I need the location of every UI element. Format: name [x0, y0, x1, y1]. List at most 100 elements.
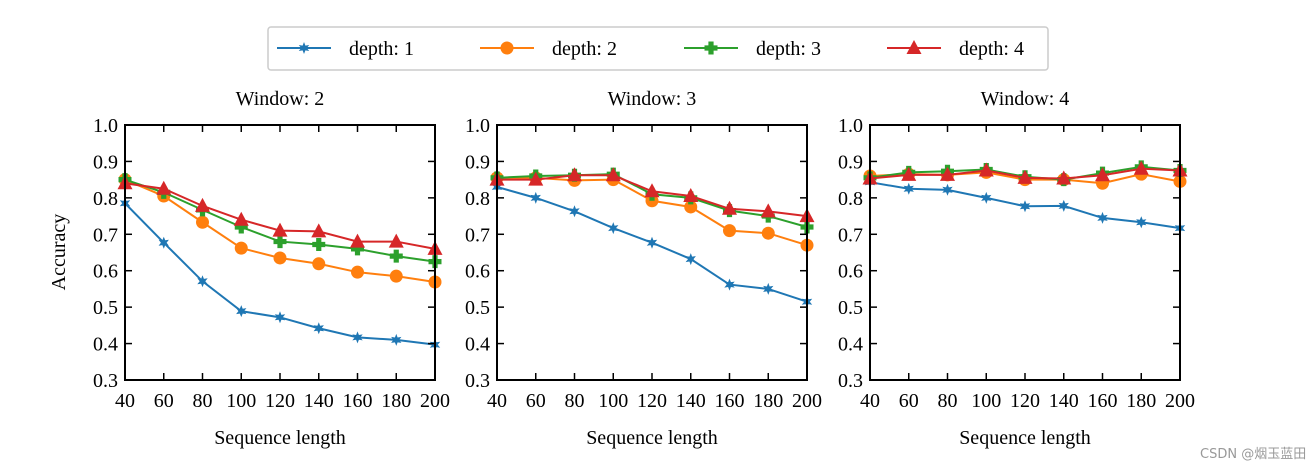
- data-point: [273, 235, 287, 249]
- data-point: [608, 222, 619, 235]
- y-tick-label: 1.0: [838, 115, 863, 137]
- data-point: [195, 197, 210, 212]
- y-tick-label: 0.8: [93, 188, 118, 210]
- data-point: [350, 233, 365, 248]
- data-point: [311, 223, 327, 238]
- x-axis-label: Sequence length: [214, 427, 346, 449]
- x-tick-label: 200: [420, 390, 450, 412]
- y-tick-label: 0.9: [465, 151, 490, 173]
- legend-label: depth: 4: [959, 38, 1024, 60]
- data-point: [605, 167, 621, 182]
- y-tick-label: 0.6: [465, 261, 490, 283]
- legend-item: depth: 3: [684, 38, 821, 60]
- data-point: [274, 311, 286, 324]
- x-tick-label: 160: [1088, 390, 1118, 412]
- x-tick-label: 180: [1126, 390, 1156, 412]
- y-tick-label: 0.4: [465, 334, 490, 356]
- y-tick-label: 0.4: [838, 334, 863, 356]
- x-tick-label: 120: [1010, 390, 1040, 412]
- axes-frame: [869, 124, 1181, 381]
- data-point: [233, 211, 249, 226]
- legend-item: depth: 1: [277, 38, 414, 60]
- data-point: [646, 236, 658, 249]
- data-point: [1097, 211, 1108, 224]
- axes-frame: [496, 124, 808, 381]
- y-tick-label: 0.7: [465, 224, 490, 246]
- data-point: [567, 167, 582, 182]
- data-point: [312, 257, 326, 271]
- data-point: [388, 233, 404, 248]
- subplot-title: Window: 3: [608, 88, 697, 110]
- data-point: [723, 224, 736, 238]
- y-tick-label: 0.5: [93, 297, 118, 319]
- x-tick-label: 140: [676, 390, 706, 412]
- data-point: [158, 236, 169, 249]
- data-point: [644, 183, 660, 198]
- data-point: [391, 333, 402, 346]
- x-tick-label: 40: [860, 390, 880, 412]
- data-point: [978, 162, 994, 177]
- subplot-1: Window: 2 40 60 80 100 120 140 160 180 200 0.3 0.4 0…: [48, 88, 450, 449]
- data-point: [1133, 160, 1149, 175]
- data-point: [685, 253, 696, 266]
- legend-item: depth: 2: [480, 38, 617, 60]
- x-tick-label: 120: [265, 390, 295, 412]
- data-point: [352, 331, 363, 344]
- x-tick-label: 180: [381, 390, 411, 412]
- y-tick-label: 0.9: [93, 151, 118, 173]
- data-point: [722, 200, 737, 215]
- legend-marker-plus: [704, 41, 718, 55]
- x-tick-label: 200: [1165, 390, 1195, 412]
- y-axis-label: Accuracy: [48, 214, 70, 291]
- data-point: [312, 237, 326, 251]
- data-point: [234, 241, 248, 255]
- data-point: [351, 265, 364, 279]
- y-tick-label: 0.8: [465, 188, 490, 210]
- x-tick-label: 80: [565, 390, 585, 412]
- data-point: [273, 251, 287, 265]
- subplot-2: Window: 3 40 60 80 100 120 140 160 180 200 0.3 0.4 0…: [465, 88, 822, 449]
- data-point: [236, 305, 247, 318]
- x-tick-label: 80: [938, 390, 958, 412]
- data-point: [197, 275, 208, 288]
- x-tick-label: 100: [971, 390, 1001, 412]
- data-point: [683, 188, 699, 203]
- data-point: [528, 171, 544, 186]
- watermark: CSDN @烟玉蓝田: [1200, 447, 1307, 462]
- y-tick-label: 1.0: [465, 115, 490, 137]
- x-tick-label: 60: [899, 390, 919, 412]
- data-point: [724, 278, 735, 291]
- x-tick-label: 100: [598, 390, 628, 412]
- legend-marker-circle: [500, 41, 514, 55]
- data-point: [1019, 200, 1031, 213]
- data-point: [1056, 170, 1072, 185]
- subplot-title: Window: 4: [981, 88, 1070, 110]
- subplot-3: Window: 4 40 60 80 100 120 140 160 180 200 0.3 0.4 0…: [838, 88, 1195, 449]
- y-tick-label: 0.3: [465, 370, 490, 392]
- data-point: [1058, 199, 1069, 212]
- y-tick-label: 0.6: [838, 261, 863, 283]
- x-tick-label: 120: [637, 390, 667, 412]
- y-tick-label: 0.5: [465, 297, 490, 319]
- data-point: [272, 222, 288, 237]
- x-axis-label: Sequence length: [959, 427, 1091, 449]
- x-tick-label: 80: [193, 390, 213, 412]
- data-point: [156, 180, 172, 195]
- legend-label: depth: 3: [756, 38, 821, 60]
- x-tick-label: 60: [526, 390, 546, 412]
- legend: depth: 1 depth: 2 depth: 3 depth: 4: [267, 26, 1049, 71]
- data-point: [940, 166, 955, 181]
- data-point: [389, 269, 403, 283]
- data-point: [761, 226, 775, 240]
- x-tick-label: 140: [1049, 390, 1079, 412]
- x-tick-label: 40: [487, 390, 507, 412]
- data-point: [645, 194, 659, 208]
- x-axis-label: Sequence length: [586, 427, 718, 449]
- legend-label: depth: 1: [349, 38, 414, 60]
- data-point: [530, 191, 541, 204]
- y-tick-label: 0.8: [838, 188, 863, 210]
- x-tick-label: 160: [715, 390, 745, 412]
- data-point: [903, 182, 914, 195]
- x-tick-label: 200: [792, 390, 822, 412]
